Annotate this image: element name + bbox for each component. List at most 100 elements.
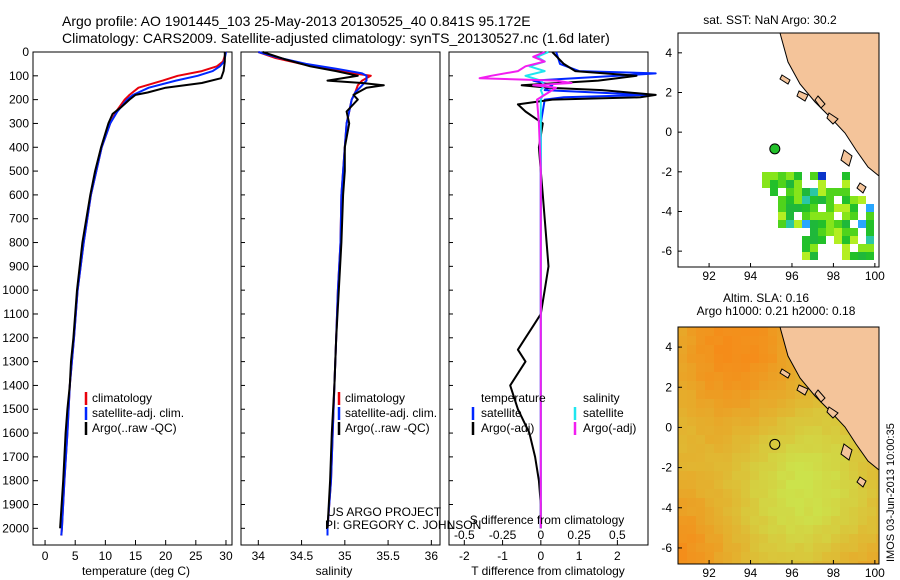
project-label: US ARGO PROJECT bbox=[327, 505, 442, 519]
sla-cell bbox=[768, 390, 778, 400]
sla-cell bbox=[705, 498, 715, 508]
sla-cell bbox=[696, 480, 706, 490]
sla-cell bbox=[831, 498, 841, 508]
sla-cell bbox=[813, 435, 823, 445]
sla-cell bbox=[732, 516, 742, 526]
difference-panel-frame bbox=[448, 51, 649, 546]
sla-cell bbox=[813, 408, 823, 418]
sla-cell bbox=[777, 543, 787, 553]
sla-cell bbox=[732, 543, 742, 553]
sla-cell bbox=[822, 453, 832, 463]
sst-cell bbox=[770, 172, 778, 180]
sla-cell bbox=[849, 561, 859, 564]
sla-cell bbox=[831, 552, 841, 562]
sla-cell bbox=[705, 480, 715, 490]
sla-cell bbox=[804, 453, 814, 463]
sla-cell bbox=[696, 345, 706, 355]
sla-cell bbox=[714, 561, 724, 564]
sla-cell bbox=[687, 417, 697, 427]
sst-cell bbox=[866, 244, 874, 252]
sla-cell bbox=[723, 327, 733, 337]
sst-cell bbox=[826, 228, 834, 236]
sla-cell bbox=[849, 543, 859, 553]
sla-cell bbox=[696, 498, 706, 508]
sla-cell bbox=[804, 507, 814, 517]
sla-cell bbox=[867, 498, 877, 508]
sst-cell bbox=[794, 220, 802, 228]
sla-cell bbox=[777, 516, 787, 526]
temperature-panel-frame bbox=[32, 51, 233, 546]
sla-island bbox=[814, 389, 826, 403]
sla-cell bbox=[813, 426, 823, 436]
map-y-label: 2 bbox=[665, 85, 672, 99]
sla-cell bbox=[705, 372, 715, 382]
sla-cell bbox=[705, 417, 715, 427]
sla-cell bbox=[678, 363, 688, 373]
sla-cell bbox=[858, 525, 868, 535]
sla-cell bbox=[678, 390, 688, 400]
sla-cell bbox=[741, 381, 751, 391]
series-t-satellite bbox=[532, 51, 657, 529]
sla-cell bbox=[786, 399, 796, 409]
sst-cell bbox=[842, 252, 850, 260]
sla-cell bbox=[678, 426, 688, 436]
sla-cell bbox=[768, 453, 778, 463]
sla-cell bbox=[804, 489, 814, 499]
sla-cell bbox=[759, 336, 769, 346]
sla-cell bbox=[678, 444, 688, 454]
sla-cell bbox=[687, 336, 697, 346]
sla-cell bbox=[732, 552, 742, 562]
sla-cell bbox=[723, 435, 733, 445]
sla-cell bbox=[678, 435, 688, 445]
sla-cell bbox=[840, 453, 850, 463]
temperature-legend: climatology satellite-adj. clim. Argo(..… bbox=[84, 391, 184, 435]
sla-cell bbox=[786, 417, 796, 427]
depth-tick-label: 1400 bbox=[2, 378, 29, 392]
sla-cell bbox=[714, 327, 724, 337]
sst-cell bbox=[850, 236, 858, 244]
sla-cell bbox=[795, 516, 805, 526]
sla-cell bbox=[732, 408, 742, 418]
sla-cell bbox=[696, 507, 706, 517]
sst-cell bbox=[810, 196, 818, 204]
sla-cell bbox=[813, 552, 823, 562]
sla-cell bbox=[759, 471, 769, 481]
sla-cell bbox=[714, 480, 724, 490]
sla-cell bbox=[714, 399, 724, 409]
sla-cell bbox=[741, 516, 751, 526]
sla-cell bbox=[804, 408, 814, 418]
s-tick-label: -0.5 bbox=[454, 528, 475, 542]
map-x-label: 92 bbox=[702, 269, 716, 283]
sla-cell bbox=[732, 336, 742, 346]
sla-cell bbox=[759, 462, 769, 472]
sla-cell bbox=[696, 525, 706, 535]
sla-cell bbox=[831, 435, 841, 445]
sla-cell bbox=[741, 390, 751, 400]
sla-cell bbox=[840, 525, 850, 535]
sla-cell bbox=[732, 498, 742, 508]
sla-cell bbox=[768, 345, 778, 355]
sst-cell bbox=[802, 204, 810, 212]
sst-cell bbox=[794, 172, 802, 180]
sla-cell bbox=[714, 354, 724, 364]
sla-cell bbox=[831, 507, 841, 517]
sla-cell bbox=[687, 381, 697, 391]
sla-cell bbox=[822, 516, 832, 526]
sla-cell bbox=[687, 498, 697, 508]
sla-cell bbox=[732, 561, 742, 564]
map-x-label: 98 bbox=[827, 566, 841, 580]
sla-cell bbox=[822, 435, 832, 445]
sla-cell bbox=[768, 336, 778, 346]
sla-cell bbox=[678, 534, 688, 544]
sla-cell bbox=[804, 471, 814, 481]
sla-cell bbox=[849, 462, 859, 472]
sla-cell bbox=[723, 345, 733, 355]
sla-cell bbox=[687, 363, 697, 373]
sst-cell bbox=[826, 188, 834, 196]
sla-cell bbox=[741, 462, 751, 472]
sst-cell bbox=[842, 204, 850, 212]
sla-cell bbox=[723, 480, 733, 490]
depth-tick-label: 200 bbox=[9, 93, 29, 107]
sla-cell bbox=[804, 435, 814, 445]
sla-cell bbox=[777, 435, 787, 445]
